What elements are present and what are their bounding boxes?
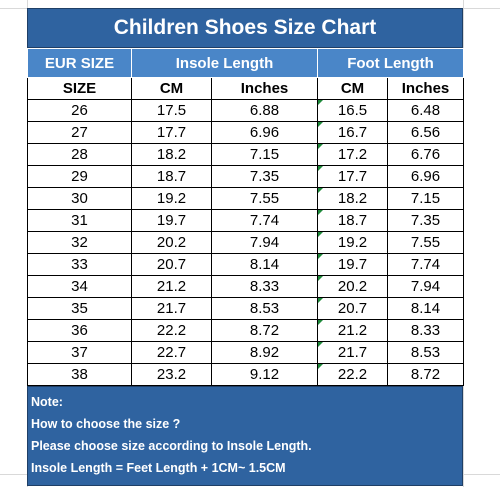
table-cell[interactable]: 20.7 xyxy=(131,253,212,276)
table-cell[interactable]: 18.2 xyxy=(317,187,388,210)
table-cell[interactable]: 6.48 xyxy=(386,99,465,122)
header-eur-size: EUR SIZE xyxy=(27,48,132,78)
table-cell[interactable]: 31 xyxy=(27,209,132,232)
table-row: 38 23.2 9.12 22.2 8.72 xyxy=(27,363,465,386)
table-cell[interactable]: 7.15 xyxy=(211,143,318,166)
table-cell[interactable]: 22.2 xyxy=(131,319,212,342)
table-cell[interactable]: 21.7 xyxy=(131,297,212,320)
table-cell[interactable]: 17.5 xyxy=(131,99,212,122)
table-row: 36 22.2 8.72 21.2 8.33 xyxy=(27,319,465,342)
table-row: 37 22.7 8.92 21.7 8.53 xyxy=(27,341,465,364)
table-cell[interactable]: 7.94 xyxy=(386,275,465,298)
table-cell[interactable]: 9.12 xyxy=(211,363,318,386)
table-cell[interactable]: 35 xyxy=(27,297,132,320)
table-cell[interactable]: 7.74 xyxy=(386,253,465,276)
sub-header-row: SIZE CM Inches CM Inches xyxy=(27,77,465,100)
header-foot-inches: Inches xyxy=(386,77,465,100)
note-line: Insole Length = Feet Length + 1CM~ 1.5CM xyxy=(31,461,286,475)
table-row: 30 19.2 7.55 18.2 7.15 xyxy=(27,187,465,210)
table-cell[interactable]: 6.88 xyxy=(211,99,318,122)
table-cell[interactable]: 26 xyxy=(27,99,132,122)
table-cell[interactable]: 6.96 xyxy=(386,165,465,188)
table-cell[interactable]: 6.76 xyxy=(386,143,465,166)
notes-panel: Note: How to choose the size ? Please ch… xyxy=(27,386,463,486)
table-row: 34 21.2 8.33 20.2 7.94 xyxy=(27,275,465,298)
table-cell[interactable]: 17.7 xyxy=(317,165,388,188)
table-cell[interactable]: 8.14 xyxy=(211,253,318,276)
table-cell[interactable]: 8.14 xyxy=(386,297,465,320)
table-cell[interactable]: 7.55 xyxy=(386,231,465,254)
table-cell[interactable]: 21.7 xyxy=(317,341,388,364)
table-cell[interactable]: 16.7 xyxy=(317,121,388,144)
table-cell[interactable]: 18.2 xyxy=(131,143,212,166)
table-cell[interactable]: 28 xyxy=(27,143,132,166)
table-cell[interactable]: 6.96 xyxy=(211,121,318,144)
table-cell[interactable]: 7.15 xyxy=(386,187,465,210)
table-cell[interactable]: 27 xyxy=(27,121,132,144)
table-cell[interactable]: 6.56 xyxy=(386,121,465,144)
table-cell[interactable]: 8.53 xyxy=(211,297,318,320)
table-cell[interactable]: 21.2 xyxy=(317,319,388,342)
table-cell[interactable]: 18.7 xyxy=(131,165,212,188)
table-cell[interactable]: 38 xyxy=(27,363,132,386)
table-cell[interactable]: 22.2 xyxy=(317,363,388,386)
table-cell[interactable]: 32 xyxy=(27,231,132,254)
header-size: SIZE xyxy=(27,77,132,100)
table-cell[interactable]: 18.7 xyxy=(317,209,388,232)
group-header-row: EUR SIZE Insole Length Foot Length xyxy=(27,48,465,78)
table-cell[interactable]: 19.7 xyxy=(131,209,212,232)
table-cell[interactable]: 21.2 xyxy=(131,275,212,298)
table-cell[interactable]: 8.72 xyxy=(211,319,318,342)
table-cell[interactable]: 22.7 xyxy=(131,341,212,364)
chart-title: Children Shoes Size Chart xyxy=(27,8,463,48)
table-cell[interactable]: 8.33 xyxy=(211,275,318,298)
table-cell[interactable]: 8.72 xyxy=(386,363,465,386)
table-cell[interactable]: 8.92 xyxy=(211,341,318,364)
table-cell[interactable]: 7.55 xyxy=(211,187,318,210)
table-cell[interactable]: 17.7 xyxy=(131,121,212,144)
table-cell[interactable]: 33 xyxy=(27,253,132,276)
table-row: 33 20.7 8.14 19.7 7.74 xyxy=(27,253,465,276)
table-cell[interactable]: 37 xyxy=(27,341,132,364)
header-foot-length: Foot Length xyxy=(316,48,465,78)
table-cell[interactable]: 29 xyxy=(27,165,132,188)
table-cell[interactable]: 17.2 xyxy=(317,143,388,166)
note-line: How to choose the size ? xyxy=(31,417,181,431)
size-chart: Children Shoes Size Chart EUR SIZE Insol… xyxy=(27,8,465,486)
table-row: 31 19.7 7.74 18.7 7.35 xyxy=(27,209,465,232)
table-row: 27 17.7 6.96 16.7 6.56 xyxy=(27,121,465,144)
table-row: 26 17.5 6.88 16.5 6.48 xyxy=(27,99,465,122)
table-cell[interactable]: 7.74 xyxy=(211,209,318,232)
table-cell[interactable]: 36 xyxy=(27,319,132,342)
table-cell[interactable]: 8.33 xyxy=(386,319,465,342)
header-insole-inches: Inches xyxy=(211,77,318,100)
table-cell[interactable]: 19.2 xyxy=(131,187,212,210)
table-row: 35 21.7 8.53 20.7 8.14 xyxy=(27,297,465,320)
table-cell[interactable]: 20.2 xyxy=(131,231,212,254)
header-insole-length: Insole Length xyxy=(131,48,318,78)
header-insole-cm: CM xyxy=(131,77,212,100)
table-cell[interactable]: 19.7 xyxy=(317,253,388,276)
table-row: 32 20.2 7.94 19.2 7.55 xyxy=(27,231,465,254)
table-row: 29 18.7 7.35 17.7 6.96 xyxy=(27,165,465,188)
table-cell[interactable]: 20.7 xyxy=(317,297,388,320)
size-table: EUR SIZE Insole Length Foot Length SIZE … xyxy=(27,48,465,386)
header-foot-cm: CM xyxy=(317,77,388,100)
table-row: 28 18.2 7.15 17.2 6.76 xyxy=(27,143,465,166)
table-cell[interactable]: 19.2 xyxy=(317,231,388,254)
table-cell[interactable]: 30 xyxy=(27,187,132,210)
table-cell[interactable]: 7.94 xyxy=(211,231,318,254)
table-cell[interactable]: 34 xyxy=(27,275,132,298)
note-line: Please choose size according to Insole L… xyxy=(31,439,312,453)
note-heading: Note: xyxy=(31,395,63,409)
table-cell[interactable]: 7.35 xyxy=(386,209,465,232)
table-cell[interactable]: 23.2 xyxy=(131,363,212,386)
table-cell[interactable]: 20.2 xyxy=(317,275,388,298)
table-body: 26 17.5 6.88 16.5 6.48 27 17.7 6.96 16.7 6.56 28 18… xyxy=(27,99,465,386)
table-cell[interactable]: 16.5 xyxy=(317,99,388,122)
table-cell[interactable]: 8.53 xyxy=(386,341,465,364)
table-cell[interactable]: 7.35 xyxy=(211,165,318,188)
